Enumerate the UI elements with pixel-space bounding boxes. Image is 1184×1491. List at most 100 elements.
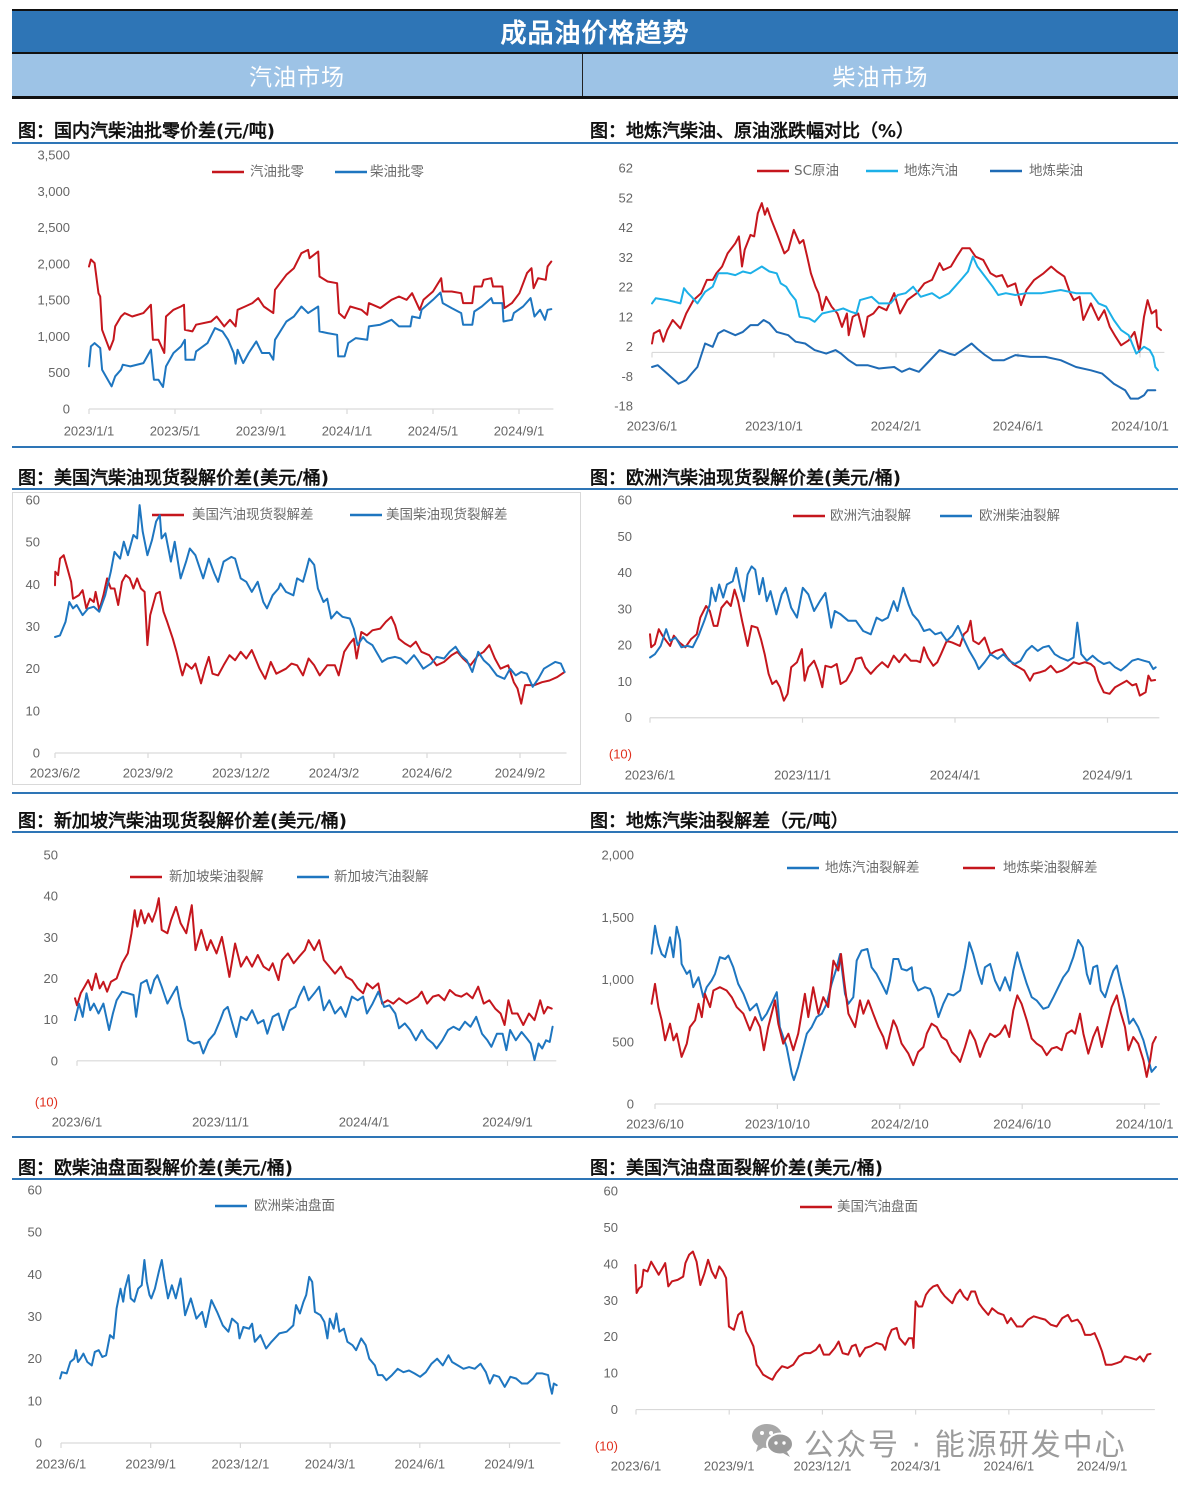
x-tick-label: 2023/6/2 xyxy=(30,766,81,781)
legend-item: 汽油批零 xyxy=(212,164,304,180)
legend-label: 新加坡柴油裂解 xyxy=(169,869,264,885)
x-tick-label: 2024/6/1 xyxy=(984,1459,1035,1474)
x-tick-label: 2024/2/10 xyxy=(871,1117,929,1132)
y-tick-label: 1,500 xyxy=(601,910,634,925)
watermark: 公众号 · 能源研发中心 xyxy=(750,1420,1127,1464)
legend-item: 欧洲汽油裂解 xyxy=(793,508,911,524)
chart-title: 图：欧洲汽柴油现货裂解价差(美元/桶) xyxy=(590,468,902,489)
y-tick-label: 30 xyxy=(604,1293,618,1308)
series-line xyxy=(651,202,1162,353)
y-tick-label: (10) xyxy=(35,1095,58,1110)
legend-item: 新加坡柴油裂解 xyxy=(130,869,264,885)
series-line xyxy=(649,588,1157,702)
chart-us-gasoline-futures-crack: 2023/6/1 2023/9/1 2023/12/1 2024/3/1 2024/6/… xyxy=(595,1184,1155,1474)
y-tick-label: 50 xyxy=(28,1225,42,1240)
y-tick-label: 10 xyxy=(26,703,40,718)
y-tick-label: 2,000 xyxy=(37,256,70,271)
y-tick-label: 30 xyxy=(44,930,58,945)
y-tick-label: 60 xyxy=(618,493,632,508)
x-tick-label: 2024/9/2 xyxy=(495,766,546,781)
series-line xyxy=(88,248,553,354)
legend-item: SC原油 xyxy=(757,163,839,179)
legend-label: 美国汽油盘面 xyxy=(837,1198,918,1215)
series-line xyxy=(74,897,553,1026)
y-tick-label: 0 xyxy=(611,1402,618,1417)
y-tick-label: 0 xyxy=(63,402,70,417)
y-tick-label: 60 xyxy=(604,1184,618,1199)
y-tick-label: 2,500 xyxy=(37,220,70,235)
chart-title: 图：美国汽柴油现货裂解价差(美元/桶) xyxy=(18,468,330,489)
section-label-diesel: 柴油市场 xyxy=(832,65,929,91)
y-tick-label: 50 xyxy=(618,529,632,544)
x-tick-label: 2023/12/1 xyxy=(793,1459,851,1474)
legend-item: 地炼汽油裂解差 xyxy=(787,860,920,876)
y-tick-label: 40 xyxy=(28,1267,42,1282)
x-tick-label: 2023/9/1 xyxy=(125,1457,176,1472)
x-tick-label: 2024/4/1 xyxy=(339,1115,390,1130)
chart-local-refinery-vs-crude-change: 2023/6/1 2023/10/1 2024/2/1 2024/6/1 2024/10… xyxy=(614,161,1169,434)
legend-label: 柴油批零 xyxy=(370,164,424,180)
x-tick-label: 2023/12/2 xyxy=(212,766,270,781)
y-tick-label: 42 xyxy=(619,220,633,235)
legend-item: 地炼柴油 xyxy=(990,163,1083,179)
y-tick-label: 1,000 xyxy=(601,972,634,987)
x-tick-label: 2023/1/1 xyxy=(64,424,115,439)
y-tick-label: 12 xyxy=(619,309,633,324)
y-tick-label: 52 xyxy=(619,190,633,205)
y-tick-label: 40 xyxy=(604,1256,618,1271)
title-rule xyxy=(12,831,1178,833)
y-tick-label: 20 xyxy=(604,1329,618,1344)
x-tick-label: 2024/9/1 xyxy=(482,1115,533,1130)
x-tick-label: 2023/10/1 xyxy=(745,419,803,434)
y-tick-label: (10) xyxy=(609,747,632,762)
header-top-rule xyxy=(12,9,1178,11)
x-tick-label: 2024/6/1 xyxy=(394,1457,445,1472)
x-tick-label: 2024/10/1 xyxy=(1116,1117,1174,1132)
series-line xyxy=(634,1250,1152,1381)
x-tick-label: 2024/9/1 xyxy=(494,424,545,439)
x-tick-label: 2023/6/10 xyxy=(626,1117,684,1132)
x-tick-label: 2024/6/2 xyxy=(402,766,453,781)
x-tick-label: 2024/9/1 xyxy=(484,1457,535,1472)
legend-label: 欧洲柴油盘面 xyxy=(254,1197,335,1214)
y-tick-label: 0 xyxy=(627,1097,634,1112)
series-line xyxy=(88,291,553,388)
series-line xyxy=(651,255,1159,372)
y-tick-label: 30 xyxy=(618,601,632,616)
legend-label: 欧洲汽油裂解 xyxy=(830,508,911,524)
x-tick-label: 2024/9/1 xyxy=(1077,1459,1128,1474)
x-tick-label: 2024/4/1 xyxy=(930,768,981,783)
x-tick-label: 2024/9/1 xyxy=(1082,768,1133,783)
y-tick-label: 40 xyxy=(44,889,58,904)
x-tick-label: 2024/3/2 xyxy=(309,766,360,781)
legend-item: 地炼汽油 xyxy=(866,163,958,179)
y-tick-label: (10) xyxy=(595,1439,618,1454)
header-middle-rule xyxy=(12,52,1178,54)
y-tick-label: 10 xyxy=(604,1366,618,1381)
section-separator xyxy=(12,1136,1178,1138)
legend-label: 欧洲柴油裂解 xyxy=(979,508,1060,524)
y-tick-label: 20 xyxy=(618,638,632,653)
x-tick-label: 2023/6/1 xyxy=(36,1457,87,1472)
legend-item: 地炼柴油裂解差 xyxy=(963,860,1098,876)
x-tick-label: 2023/10/10 xyxy=(745,1117,810,1132)
y-tick-label: 30 xyxy=(26,619,40,634)
x-tick-label: 2023/6/1 xyxy=(625,768,676,783)
series-line xyxy=(54,504,566,688)
x-tick-label: 2023/12/1 xyxy=(211,1457,269,1472)
legend-label: SC原油 xyxy=(794,163,839,179)
y-tick-label: -8 xyxy=(621,369,633,384)
y-tick-label: 10 xyxy=(618,674,632,689)
y-tick-label: 20 xyxy=(28,1351,42,1366)
x-tick-label: 2023/11/1 xyxy=(192,1115,249,1130)
x-tick-label: 2024/3/1 xyxy=(305,1457,356,1472)
x-tick-label: 2024/10/1 xyxy=(1111,419,1169,434)
y-tick-label: 10 xyxy=(44,1012,58,1027)
section-header-gasoline: 汽油市场 xyxy=(12,54,583,96)
section-separator xyxy=(12,792,1178,794)
y-tick-label: 3,500 xyxy=(37,148,70,163)
legend-label: 新加坡汽油裂解 xyxy=(334,869,429,885)
y-tick-label: 1,000 xyxy=(37,329,70,344)
page-title: 成品油价格趋势 xyxy=(500,19,690,49)
